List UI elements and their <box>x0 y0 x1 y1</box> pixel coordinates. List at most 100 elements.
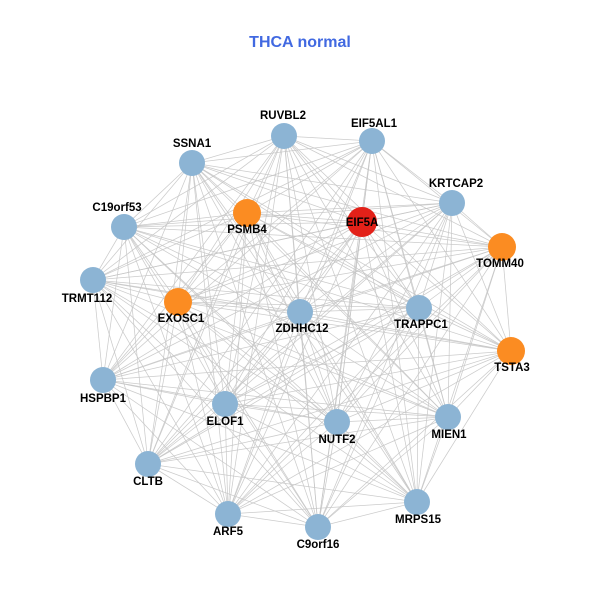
edge <box>361 221 503 248</box>
edge <box>102 162 193 381</box>
edge <box>299 311 319 528</box>
edge <box>246 212 363 223</box>
edge <box>361 221 418 503</box>
edge <box>371 140 449 418</box>
edge <box>246 212 319 528</box>
edge <box>102 379 449 418</box>
edge <box>336 307 420 423</box>
edge <box>191 162 512 352</box>
edge <box>224 350 512 405</box>
edge <box>299 221 363 313</box>
edge <box>147 421 338 465</box>
edge <box>92 279 420 309</box>
edge <box>224 403 418 503</box>
edge <box>123 212 248 228</box>
edge <box>92 279 179 303</box>
node-hspbp1 <box>90 367 116 393</box>
node-c19orf53 <box>111 214 137 240</box>
edge <box>147 311 301 465</box>
edge <box>224 140 373 405</box>
node-label-hspbp1: HSPBP1 <box>80 393 127 405</box>
edge <box>317 416 449 528</box>
edge <box>92 212 248 281</box>
edge <box>371 140 512 352</box>
node-cltb <box>135 451 161 477</box>
chart-title: THCA normal <box>249 34 351 51</box>
edge <box>336 421 418 503</box>
edge <box>224 311 301 405</box>
node-elof1 <box>212 391 238 417</box>
node-eif5al1 <box>359 128 385 154</box>
edge <box>371 140 453 204</box>
node-label-nutf2: NUTF2 <box>318 434 355 446</box>
node-c9orf16 <box>305 514 331 540</box>
edge <box>246 212 512 352</box>
edge <box>147 246 503 465</box>
edge <box>123 226 418 503</box>
edge <box>418 307 449 418</box>
edge <box>224 135 285 405</box>
edge <box>191 162 338 423</box>
edge <box>191 162 503 248</box>
edge <box>177 301 418 503</box>
edge <box>102 311 301 381</box>
edge <box>92 279 149 465</box>
edge <box>92 279 104 381</box>
edge <box>227 246 503 515</box>
edge <box>227 350 512 515</box>
edge <box>92 279 226 405</box>
node-label-mrps15: MRPS15 <box>395 514 442 526</box>
edge <box>147 202 453 465</box>
node-ssna1 <box>179 150 205 176</box>
edge <box>246 212 301 313</box>
edge <box>224 246 503 405</box>
node-label-elof1: ELOF1 <box>206 416 244 428</box>
edge <box>123 226 420 309</box>
node-arf5 <box>215 501 241 527</box>
node-label-cltb: CLTB <box>133 476 163 488</box>
edge <box>123 226 301 313</box>
edge <box>92 279 301 313</box>
node-trmt112 <box>80 267 106 293</box>
edge <box>317 350 512 528</box>
edge <box>102 301 179 381</box>
edge <box>147 403 226 465</box>
edge <box>227 221 363 515</box>
node-tsta3 <box>497 337 525 365</box>
edge <box>336 350 512 423</box>
edge <box>191 162 363 223</box>
edge <box>102 379 149 465</box>
edge <box>123 226 229 515</box>
edge <box>123 226 503 248</box>
edge <box>177 301 449 418</box>
edge <box>317 421 338 528</box>
node-label-tsta3: TSTA3 <box>494 362 530 374</box>
edge <box>299 311 512 352</box>
edge <box>246 202 453 214</box>
node-psmb4 <box>233 199 261 227</box>
node-nutf2 <box>324 409 350 435</box>
edge <box>191 135 285 164</box>
edge <box>227 501 418 515</box>
node-label-trmt112: TRMT112 <box>62 293 113 305</box>
edge <box>147 162 193 465</box>
edge <box>92 279 418 503</box>
edge <box>227 513 319 528</box>
edge <box>147 221 363 465</box>
edge <box>317 246 503 528</box>
edge <box>447 202 453 418</box>
edge <box>451 202 512 352</box>
edge <box>191 162 301 313</box>
edge <box>336 416 449 423</box>
edge <box>147 350 512 465</box>
edge <box>102 307 420 381</box>
edge <box>224 307 420 405</box>
edge <box>147 416 449 465</box>
edge <box>191 162 453 204</box>
edge <box>177 246 503 303</box>
edge <box>147 307 420 465</box>
edge <box>92 140 373 281</box>
edge <box>336 221 363 423</box>
edge <box>92 279 338 423</box>
